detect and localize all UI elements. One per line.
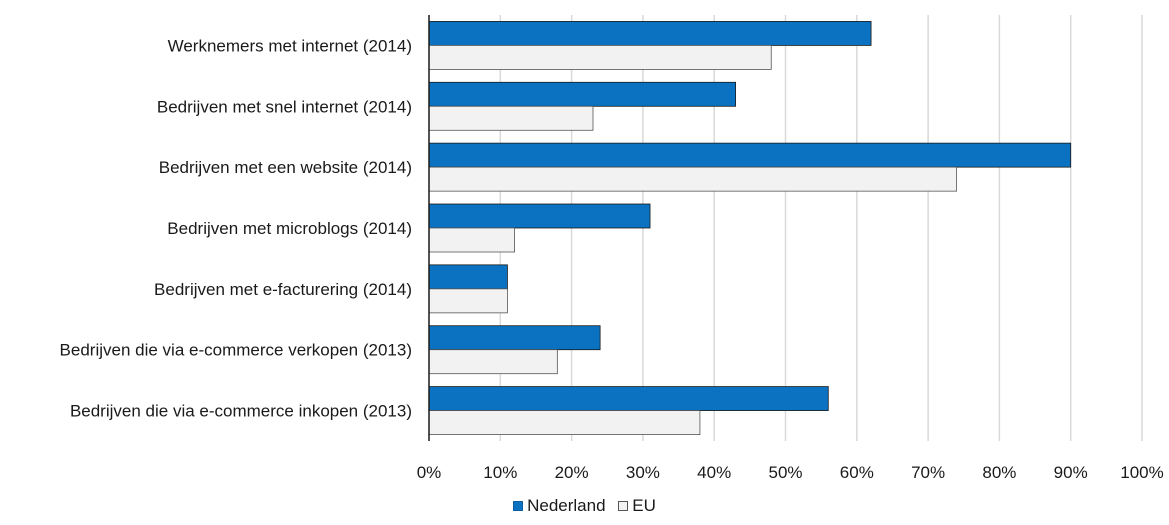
x-tick-label: 50% <box>768 463 802 482</box>
bar-eu <box>428 227 515 253</box>
bar-nederland <box>428 264 508 290</box>
legend-label-nederland: Nederland <box>527 496 606 515</box>
bar-nederland <box>428 21 872 46</box>
category-label: Bedrijven met microblogs (2014) <box>167 219 412 238</box>
legend-label-eu: EU <box>632 496 656 515</box>
x-tick-label: 100% <box>1120 463 1163 482</box>
bar-nederland <box>428 81 736 107</box>
bar-eu <box>428 349 558 375</box>
x-tick-label: 80% <box>982 463 1016 482</box>
category-label: Bedrijven met een website (2014) <box>159 158 412 177</box>
x-tick-label: 10% <box>483 463 517 482</box>
bar-nederland <box>428 203 651 229</box>
category-label: Werknemers met internet (2014) <box>168 36 412 55</box>
bar-nederland <box>428 386 829 411</box>
category-label: Bedrijven die via e-commerce inkopen (20… <box>70 402 412 421</box>
x-tick-label: 20% <box>555 463 589 482</box>
bar-eu <box>428 45 772 70</box>
x-tick-label: 0% <box>417 463 442 482</box>
legend-swatch-eu <box>618 501 629 511</box>
x-tick-label: 90% <box>1054 463 1088 482</box>
bar-nederland <box>428 325 601 351</box>
category-label: Bedrijven met e-facturering (2014) <box>154 280 412 299</box>
bar-eu <box>428 166 958 192</box>
legend-swatch-nederland <box>513 501 524 511</box>
bar-chart: Werknemers met internet (2014) Bedrijven … <box>60 15 1164 482</box>
bar-eu <box>428 410 701 435</box>
x-tick-label: 60% <box>840 463 874 482</box>
x-tick-label: 40% <box>697 463 731 482</box>
bar-eu <box>428 105 594 131</box>
legend-item-nederland: Nederland <box>513 496 606 516</box>
bar-nederland <box>428 142 1072 168</box>
category-label: Bedrijven die via e-commerce verkopen (2… <box>60 341 412 360</box>
x-tick-label: 30% <box>626 463 660 482</box>
legend: Nederland EU <box>0 496 1169 516</box>
bar-eu <box>428 288 508 314</box>
category-label: Bedrijven met snel internet (2014) <box>157 97 412 116</box>
x-tick-label: 70% <box>911 463 945 482</box>
legend-item-eu: EU <box>618 496 656 516</box>
